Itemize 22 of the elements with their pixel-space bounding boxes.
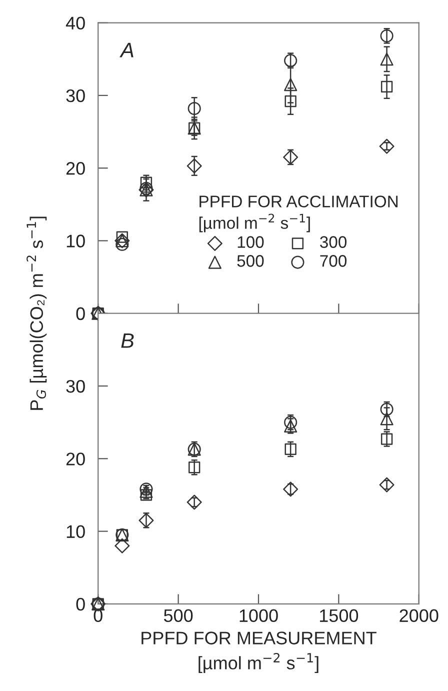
y-tick-label: 0 — [76, 307, 85, 320]
legend-label: 700 — [320, 255, 347, 267]
y-tick-label: 10 — [66, 234, 85, 248]
legend-label: 100 — [238, 236, 264, 248]
legend-title: PPFD FOR ACCLIMATION [µmol m$^{−2}$ s$^{−1}$] — [199, 196, 398, 232]
x-axis-title: PPFD FOR MEASUREMENT [µmol m$^{−2}$ s$^{−1}$] — [142, 632, 376, 673]
y-tick-label: 40 — [66, 16, 85, 30]
x-tick-label: 1500 — [320, 609, 358, 622]
y-axis-title: P$_{G}$ [µmol(CO₂) m$^{−2}$ s$^{−1}$] — [26, 216, 47, 410]
x-tick-label: 500 — [164, 609, 193, 622]
y-tick-label: 10 — [66, 525, 85, 538]
text: B — [121, 333, 134, 348]
legend-label: 300 — [320, 236, 347, 248]
x-tick-label: 1000 — [240, 609, 278, 622]
y-tick-label: 30 — [66, 89, 85, 102]
x-tick-label: 2000 — [400, 609, 438, 622]
y-tick-label: 0 — [76, 598, 85, 611]
legend-label: 500 — [237, 255, 264, 267]
y-tick-label: 30 — [66, 380, 85, 393]
y-tick-label: 20 — [66, 162, 85, 175]
text: A — [120, 42, 134, 58]
y-tick-label: 20 — [66, 452, 85, 466]
